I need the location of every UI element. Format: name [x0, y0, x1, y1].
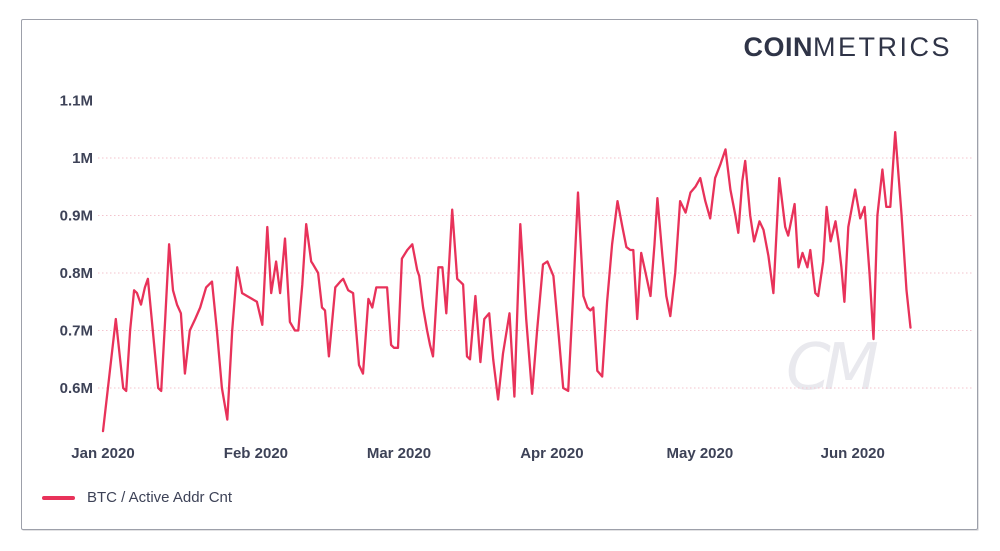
chart-card — [21, 19, 978, 530]
coinmetrics-logo: COINMETRICS — [744, 34, 953, 61]
x-tick-label: Apr 2020 — [520, 445, 583, 462]
y-tick-label: 1M — [72, 150, 93, 167]
y-tick-label: 0.6M — [60, 380, 93, 397]
x-tick-label: Mar 2020 — [367, 445, 431, 462]
x-axis-labels: Jan 2020 Feb 2020 Mar 2020 Apr 2020 May 2020… — [71, 445, 885, 462]
y-tick-label: 0.7M — [60, 323, 93, 340]
y-tick-label: 0.8M — [60, 265, 93, 282]
logo-word-coin: COIN — [743, 32, 813, 62]
x-tick-label: Jan 2020 — [71, 445, 134, 462]
legend-line-swatch — [42, 495, 75, 500]
legend-item-btc-active-addr-cnt[interactable]: BTC / Active Addr Cnt — [42, 489, 232, 506]
x-tick-label: Feb 2020 — [224, 445, 288, 462]
logo-word-metrics: METRICS — [813, 32, 952, 62]
x-tick-label: May 2020 — [666, 445, 733, 462]
series-btc-active-addr — [101, 130, 912, 433]
legend-label: BTC / Active Addr Cnt — [87, 489, 233, 506]
x-tick-label: Jun 2020 — [821, 445, 885, 462]
y-tick-label: 0.9M — [60, 208, 93, 225]
y-tick-label: 1.1M — [60, 93, 93, 110]
y-axis-labels: 1.1M 1M 0.9M 0.8M 0.7M 0.6M — [60, 93, 93, 398]
series-line-btc-active-addr-cnt — [101, 130, 912, 433]
